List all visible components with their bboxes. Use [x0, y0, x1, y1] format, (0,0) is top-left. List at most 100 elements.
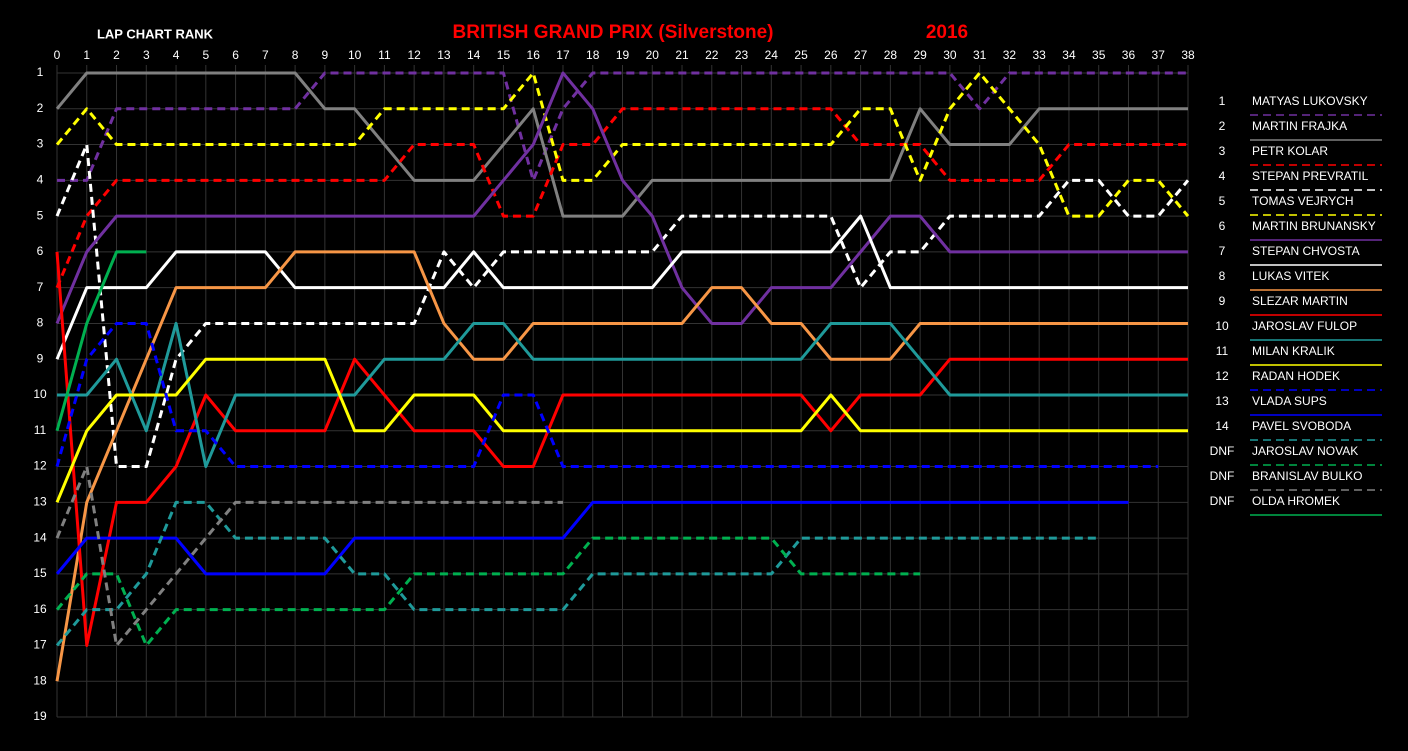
x-tick-label: 8 — [292, 48, 299, 62]
series-line — [55, 251, 1188, 647]
x-tick-label: 34 — [1062, 48, 1076, 62]
x-tick-label: 19 — [616, 48, 630, 62]
x-tick-label: 22 — [705, 48, 719, 62]
y-tick-label: 3 — [37, 137, 44, 151]
x-tick-label: 2 — [113, 48, 120, 62]
legend-rank: 8 — [1219, 269, 1226, 283]
legend-label: STEPAN PREVRATIL — [1252, 169, 1369, 183]
series-line — [55, 71, 1188, 218]
x-tick-label: 0 — [54, 48, 61, 62]
x-tick-label: 27 — [854, 48, 868, 62]
y-tick-label: 17 — [33, 638, 47, 652]
x-tick-label: 6 — [232, 48, 239, 62]
legend-label: PETR KOLAR — [1252, 144, 1328, 158]
y-tick-label: 12 — [33, 459, 47, 473]
series-line — [55, 143, 1190, 469]
y-axis-label: LAP CHART RANK — [97, 26, 214, 41]
legend-rank: 14 — [1215, 419, 1229, 433]
series-line — [57, 71, 1188, 182]
legend-label: MARTIN BRUNANSKY — [1252, 219, 1376, 233]
series-line — [55, 107, 1188, 289]
legend-label: VLADA SUPS — [1252, 394, 1327, 408]
legend-rank: DNF — [1210, 494, 1235, 508]
x-tick-label: 36 — [1122, 48, 1136, 62]
legend-label: SLEZAR MARTIN — [1252, 294, 1348, 308]
y-tick-label: 13 — [33, 495, 47, 509]
x-tick-label: 9 — [322, 48, 329, 62]
y-tick-label: 14 — [33, 530, 47, 544]
x-tick-label: 23 — [735, 48, 749, 62]
legend-label: STEPAN CHVOSTA — [1252, 244, 1360, 258]
legend-rank: 5 — [1219, 194, 1226, 208]
legend-label: BRANISLAV BULKO — [1252, 469, 1362, 483]
legend-label: JAROSLAV NOVAK — [1252, 444, 1358, 458]
x-tick-label: 18 — [586, 48, 600, 62]
x-tick-label: 5 — [202, 48, 209, 62]
x-tick-label: 15 — [497, 48, 511, 62]
x-tick-label: 20 — [646, 48, 660, 62]
legend-rank: DNF — [1210, 444, 1235, 458]
y-tick-label: 15 — [33, 566, 47, 580]
x-tick-label: 32 — [1003, 48, 1017, 62]
x-tick-label: 33 — [1033, 48, 1047, 62]
y-tick-label: 2 — [37, 101, 44, 115]
legend-rank: 12 — [1215, 369, 1229, 383]
y-tick-label: 5 — [37, 208, 44, 222]
legend-label: LUKAS VITEK — [1252, 269, 1329, 283]
legend-label: MILAN KRALIK — [1252, 344, 1335, 358]
x-tick-label: 1 — [83, 48, 90, 62]
legend-label: MATYAS LUKOVSKY — [1252, 94, 1368, 108]
legend-rank: 9 — [1219, 294, 1226, 308]
series-line — [55, 214, 1188, 360]
series-line — [57, 321, 1188, 469]
series-line — [55, 536, 921, 647]
legend-label: OLDA HROMEK — [1252, 494, 1340, 508]
x-tick-label: 14 — [467, 48, 481, 62]
x-tick-label: 28 — [884, 48, 898, 62]
x-tick-label: 10 — [348, 48, 362, 62]
legend-rank: 10 — [1215, 319, 1229, 333]
legend-label: RADAN HODEK — [1252, 369, 1340, 383]
legend-label: PAVEL SVOBODA — [1252, 419, 1351, 433]
x-tick-label: 35 — [1092, 48, 1106, 62]
x-tick-label: 37 — [1152, 48, 1166, 62]
chart-year: 2016 — [926, 22, 968, 43]
legend-rank: 1 — [1219, 94, 1226, 108]
y-tick-label: 11 — [34, 423, 47, 437]
series-line — [55, 500, 1099, 647]
y-tick-label: 16 — [33, 602, 47, 616]
y-tick-label: 1 — [37, 65, 44, 79]
x-tick-label: 31 — [973, 48, 987, 62]
x-tick-label: 11 — [378, 48, 391, 62]
series-line — [55, 321, 1159, 469]
x-tick-label: 17 — [556, 48, 570, 62]
series-line — [55, 357, 1188, 503]
chart-title: BRITISH GRAND PRIX (Silverstone) — [453, 22, 774, 43]
legend-rank: 2 — [1219, 119, 1226, 133]
legend-label: JAROSLAV FULOP — [1252, 319, 1357, 333]
x-tick-label: 16 — [527, 48, 541, 62]
series-line — [55, 250, 147, 432]
x-tick-label: 38 — [1181, 48, 1195, 62]
x-tick-label: 7 — [262, 48, 269, 62]
y-tick-label: 10 — [33, 387, 47, 401]
legend-label: MARTIN FRAJKA — [1252, 119, 1347, 133]
series-line — [55, 500, 1129, 576]
legend-rank: DNF — [1210, 469, 1235, 483]
series-line — [55, 71, 1190, 218]
legend-rank: 3 — [1219, 144, 1226, 158]
x-tick-label: 3 — [143, 48, 150, 62]
y-tick-label: 7 — [37, 280, 44, 294]
series-line — [55, 71, 1188, 325]
y-tick-label: 19 — [33, 709, 47, 723]
y-tick-label: 9 — [37, 351, 44, 365]
legend-rank: 13 — [1215, 394, 1229, 408]
legend-label: TOMAS VEJRYCH — [1252, 194, 1354, 208]
x-tick-label: 21 — [675, 48, 689, 62]
series-line — [55, 250, 1188, 682]
x-tick-label: 26 — [824, 48, 838, 62]
x-tick-label: 25 — [794, 48, 808, 62]
legend-rank: 7 — [1219, 244, 1226, 258]
